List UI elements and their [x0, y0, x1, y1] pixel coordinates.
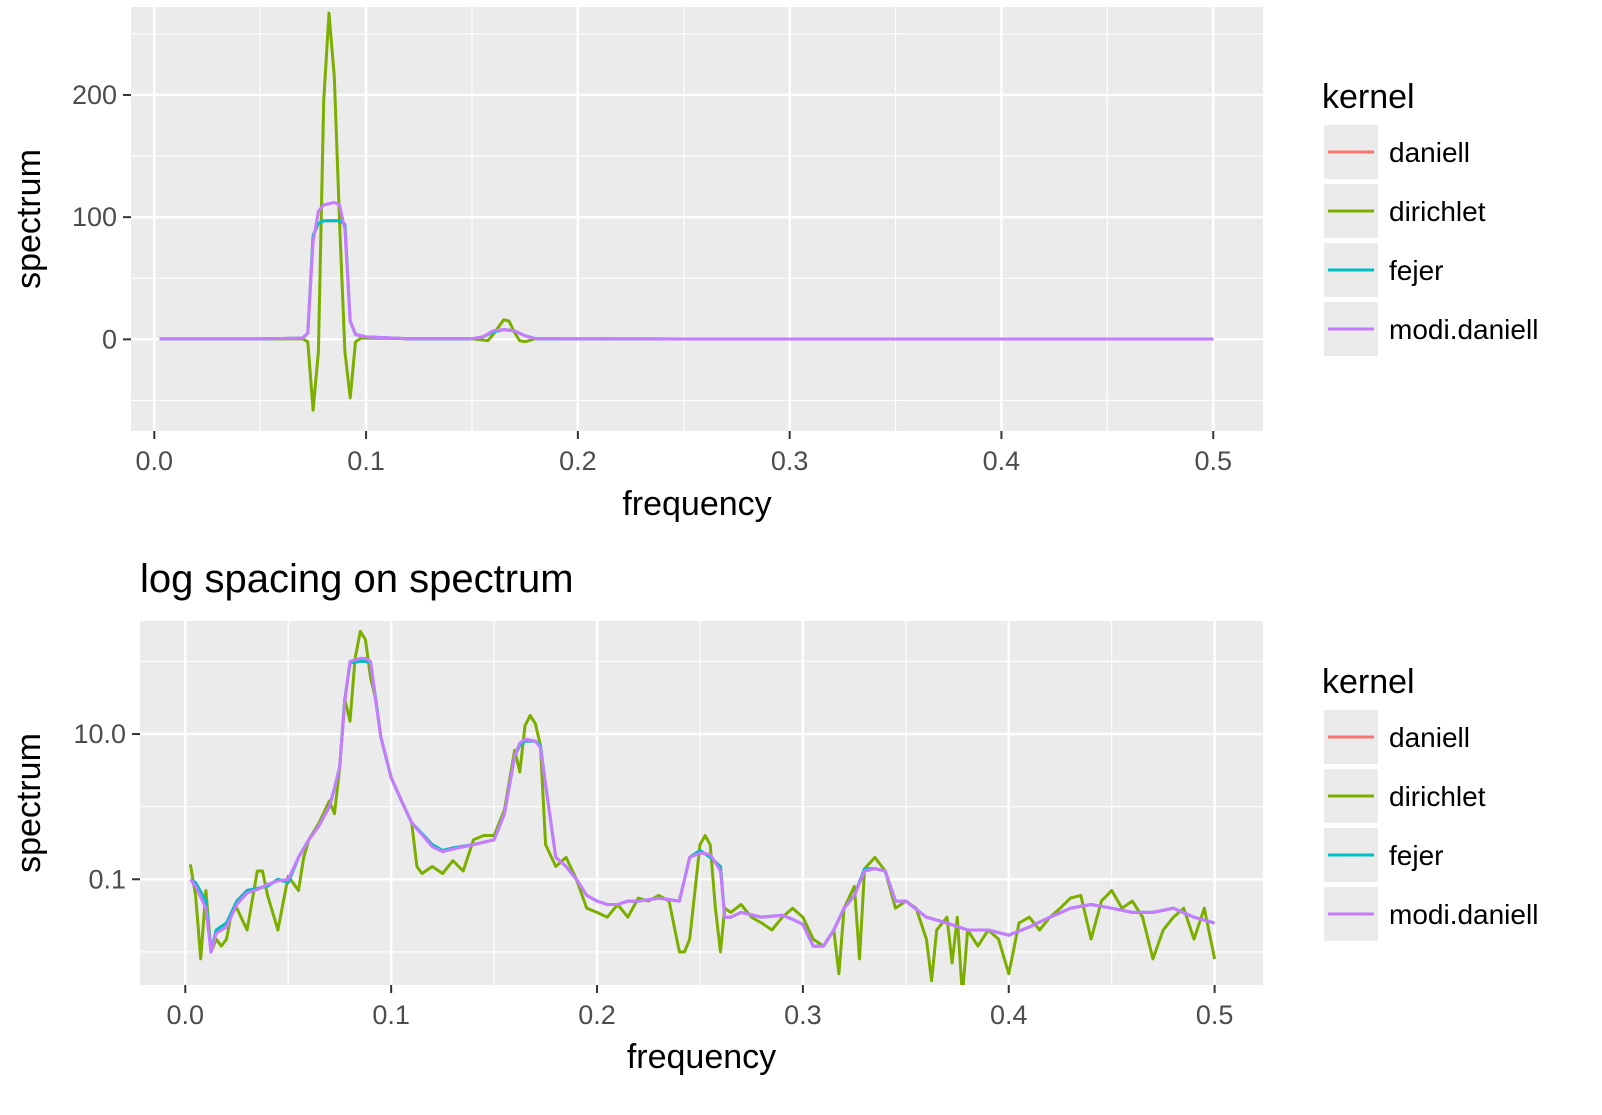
legend-item: dirichlet [1324, 769, 1486, 823]
x-tick-label: 0.0 [136, 446, 174, 476]
plot-panel-background [131, 7, 1263, 431]
legend-item: fejer [1324, 828, 1443, 882]
x-tick-label: 0.4 [990, 1000, 1028, 1030]
legend-label: modi.daniell [1389, 899, 1538, 930]
x-tick-label: 0.3 [784, 1000, 822, 1030]
y-axis-title: spectrum [10, 149, 48, 289]
legend: kernel daniell dirichlet fejer modi.daniell [1322, 663, 1538, 941]
chart-panel-1: 0.0 0.1 0.2 0.3 0.4 0.5 0 100 200 frequency spectr… [10, 7, 1538, 523]
x-tick-label: 0.4 [983, 446, 1021, 476]
legend-label: daniell [1389, 137, 1470, 168]
y-tick-label: 200 [72, 80, 117, 110]
legend-item: daniell [1324, 125, 1470, 179]
x-tick-label: 0.0 [167, 1000, 205, 1030]
legend-title: kernel [1322, 663, 1415, 701]
legend-item: dirichlet [1324, 184, 1486, 238]
legend-item: modi.daniell [1324, 302, 1538, 356]
x-tick-label: 0.2 [559, 446, 597, 476]
series-lines [188, 629, 1217, 985]
legend-label: dirichlet [1389, 781, 1486, 812]
y-tick-label: 0.1 [88, 864, 126, 894]
chart-panel-2: 0.0 0.1 0.2 0.3 0.4 0.5 0.1 10.0 frequency spectr… [10, 557, 1538, 1076]
legend-item: fejer [1324, 243, 1443, 297]
legend: kernel daniell dirichlet fejer modi.daniell [1322, 78, 1538, 356]
y-tick-label: 10.0 [73, 719, 126, 749]
legend-label: modi.daniell [1389, 314, 1538, 345]
x-axis-title: frequency [622, 485, 771, 523]
x-tick-label: 0.3 [771, 446, 809, 476]
legend-label: daniell [1389, 722, 1470, 753]
y-axis-title: spectrum [10, 733, 48, 873]
legend-label: fejer [1389, 255, 1443, 286]
y-tick-label: 0 [102, 324, 117, 354]
plot-title: log spacing on spectrum [140, 557, 574, 601]
x-axis-title: frequency [627, 1038, 776, 1076]
x-tick-label: 0.1 [347, 446, 385, 476]
series-line-modi-daniell [189, 656, 1216, 954]
legend-label: fejer [1389, 840, 1443, 871]
axes: 0.0 0.1 0.2 0.3 0.4 0.5 0 100 200 [72, 80, 1232, 476]
x-tick-label: 0.5 [1196, 1000, 1234, 1030]
x-tick-label: 0.2 [578, 1000, 616, 1030]
legend-item: modi.daniell [1324, 887, 1538, 941]
x-tick-label: 0.5 [1194, 446, 1232, 476]
series-lines [159, 11, 1214, 412]
series-line-modi-daniell [159, 201, 1214, 341]
series-line-dirichlet [159, 11, 1214, 412]
y-tick-label: 100 [72, 202, 117, 232]
x-tick-label: 0.1 [372, 1000, 410, 1030]
legend-item: daniell [1324, 710, 1470, 764]
legend-label: dirichlet [1389, 196, 1486, 227]
legend-title: kernel [1322, 78, 1415, 116]
axes: 0.0 0.1 0.2 0.3 0.4 0.5 0.1 10.0 [73, 719, 1233, 1030]
